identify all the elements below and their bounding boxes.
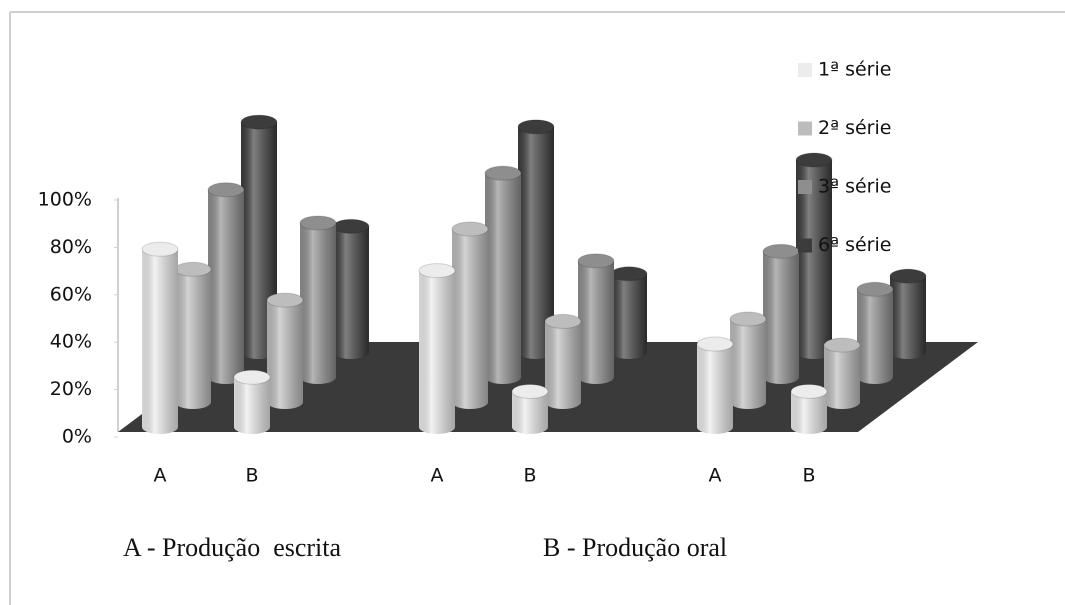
y-tick-label: 20% [50, 378, 92, 400]
bar [207, 182, 245, 384]
y-tick-label: 100% [38, 189, 92, 211]
bar [299, 215, 337, 384]
y-tick-label: 0% [62, 426, 92, 448]
bar [577, 253, 615, 384]
y-tick-label: 60% [50, 283, 92, 305]
bar [332, 218, 370, 359]
bar [889, 268, 927, 359]
legend-swatch [798, 63, 812, 77]
x-tick-label: A [709, 465, 722, 487]
bar [174, 261, 212, 409]
legend-swatch [798, 121, 812, 136]
x-tick-label: A [154, 465, 167, 487]
bar [762, 243, 800, 384]
legend-swatch [798, 180, 812, 194]
legend-label: 2ª série [818, 117, 891, 139]
legend-swatch [798, 238, 812, 253]
legend-label: 6ª série [818, 234, 891, 256]
legend-label: 3ª série [818, 176, 891, 198]
bar [484, 165, 522, 384]
x-tick-label: B [802, 465, 815, 487]
bar [610, 266, 648, 359]
legend-label: 1ª série [818, 59, 891, 81]
bar [418, 263, 456, 434]
bar [823, 337, 861, 409]
bar [856, 281, 894, 384]
bar [511, 383, 549, 434]
y-tick-label: 80% [50, 236, 92, 258]
x-tick-label: B [245, 465, 258, 487]
bar [266, 292, 304, 409]
y-tick-label: 40% [50, 331, 92, 353]
x-tick-label: B [523, 465, 536, 487]
bar [544, 313, 582, 409]
bar [790, 383, 828, 434]
bar [729, 311, 767, 409]
bar [141, 241, 179, 434]
annotation: B - Produção oral [543, 533, 727, 562]
bar [795, 152, 833, 359]
x-tick-label: A [431, 465, 444, 487]
bar [517, 119, 555, 359]
bar [696, 336, 734, 434]
bar [233, 369, 271, 434]
bar [451, 221, 489, 409]
annotation: A - Produção escrita [123, 533, 342, 562]
